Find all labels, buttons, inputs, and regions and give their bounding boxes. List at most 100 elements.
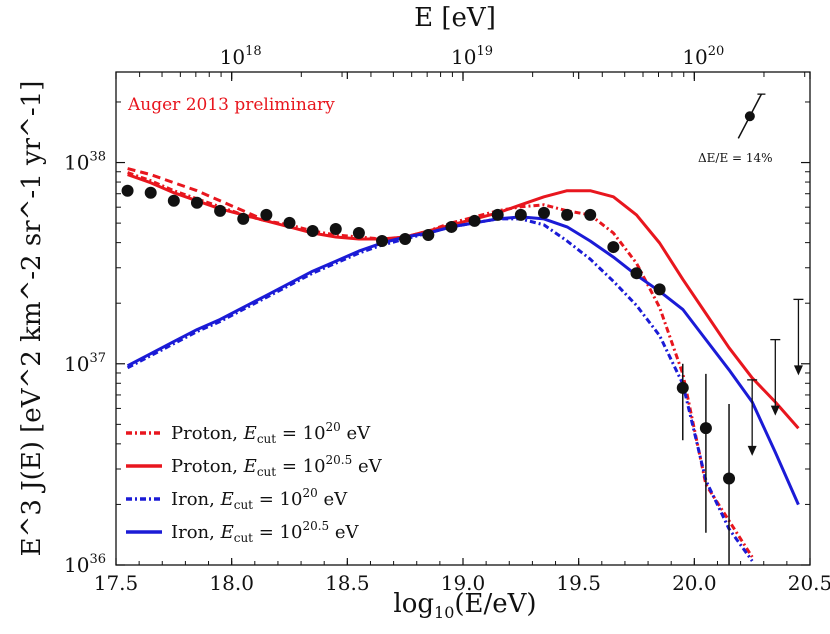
- y-tick-label: 1036: [64, 552, 106, 577]
- legend-mid: = 10: [276, 423, 325, 444]
- series-line-4: [126, 215, 800, 506]
- legend-e: E: [220, 489, 234, 510]
- resolution-label: ΔE/E = 14%: [698, 151, 773, 165]
- top-tick-exp: 19: [476, 44, 493, 59]
- data-point: [399, 233, 412, 246]
- series-line-2: [127, 167, 267, 223]
- legend-exp: 20: [326, 420, 341, 434]
- x-label-sub: 10: [434, 603, 454, 622]
- legend-unit: eV: [352, 456, 382, 477]
- data-point: [699, 422, 712, 435]
- legend-e: E: [243, 456, 257, 477]
- x-label-arg: (E/eV): [454, 589, 536, 619]
- y-tick-label: 1038: [64, 150, 106, 175]
- legend-sub: cut: [234, 498, 253, 512]
- data-point: [283, 216, 296, 229]
- axes-layer: [115, 71, 811, 566]
- legend-prefix: Proton,: [171, 423, 244, 444]
- legend-e: E: [220, 522, 234, 543]
- data-point: [514, 208, 527, 221]
- legend-sub: cut: [257, 465, 276, 479]
- x-tick-label: 19.5: [556, 571, 601, 595]
- top-tick-base: 10: [682, 45, 707, 69]
- data-point: [329, 222, 342, 235]
- legend-label-2: Iron, Ecut = 1020 eV: [171, 486, 348, 512]
- annotation-text: Auger 2013 preliminary: [127, 95, 335, 115]
- data-point: [352, 226, 365, 239]
- top-tick-exp: 18: [245, 44, 262, 59]
- legend-e: E: [243, 423, 257, 444]
- legend-label-1: Proton, Ecut = 1020.5 eV: [171, 453, 383, 479]
- top-tick-label: 1018: [220, 44, 262, 69]
- top-tick-exp: 20: [708, 44, 725, 59]
- legend-exp: 20.5: [302, 519, 329, 533]
- top-tick-label: 1020: [682, 44, 724, 69]
- upper-limit-arrowhead: [793, 365, 803, 376]
- x-tick-label: 17.5: [94, 571, 139, 595]
- y-tick-exp: 37: [89, 351, 106, 366]
- data-point: [584, 208, 597, 221]
- legend-unit: eV: [318, 489, 348, 510]
- data-point: [561, 208, 574, 221]
- legend-mid: = 10: [253, 489, 302, 510]
- series-line-1: [127, 173, 800, 430]
- y-tick-exp: 36: [89, 552, 106, 567]
- data-point: [422, 228, 435, 241]
- legend-unit: eV: [329, 522, 359, 543]
- data-point: [214, 204, 227, 217]
- y-tick-base: 10: [64, 553, 89, 577]
- y-axis-label: E^3 J(E) [eV^2 km^-2 sr^-1 yr^-1]: [17, 81, 47, 557]
- data-point: [306, 224, 319, 237]
- top-tick-base: 10: [220, 45, 245, 69]
- x-tick-label: 20.5: [788, 571, 830, 595]
- x-tick-label: 19.0: [441, 571, 486, 595]
- legend-prefix: Iron,: [171, 489, 221, 510]
- y-tick-label: 1037: [64, 351, 106, 376]
- resolution-point: [744, 111, 755, 122]
- data-point: [190, 196, 203, 209]
- legend-mid: = 10: [253, 522, 302, 543]
- legend-mid: = 10: [276, 456, 325, 477]
- data-point: [376, 235, 389, 248]
- y-tick-base: 10: [64, 352, 89, 376]
- data-point: [468, 214, 481, 227]
- legend-label-0: Proton, Ecut = 1020 eV: [171, 420, 371, 446]
- legend-prefix: Proton,: [171, 456, 244, 477]
- series-layer: [126, 167, 800, 562]
- data-point: [537, 206, 550, 219]
- series-line-3: [126, 217, 754, 562]
- data-point: [260, 208, 273, 221]
- y-tick-base: 10: [64, 151, 89, 175]
- data-point: [237, 212, 250, 225]
- data-point: [144, 186, 157, 199]
- legend-exp: 20: [302, 486, 317, 500]
- legend-exp: 20.5: [326, 453, 353, 467]
- data-point: [607, 241, 620, 254]
- data-point: [445, 220, 458, 233]
- data-point: [491, 208, 504, 221]
- upper-limit-arrowhead: [770, 405, 780, 416]
- data-point: [121, 184, 134, 197]
- data-point: [723, 472, 736, 485]
- x-tick-label: 18.0: [209, 571, 254, 595]
- datapoints-layer: [121, 93, 804, 565]
- upper-limit-arrowhead: [747, 445, 757, 456]
- top-axis-label: E [eV]: [414, 3, 496, 33]
- legend-sub: cut: [257, 432, 276, 446]
- data-point: [653, 283, 666, 296]
- top-tick-base: 10: [451, 45, 476, 69]
- x-tick-label: 18.5: [325, 571, 370, 595]
- x-label-fn: log: [393, 589, 434, 619]
- legend-sub: cut: [234, 531, 253, 545]
- top-tick-label: 1019: [451, 44, 493, 69]
- legend-prefix: Iron,: [171, 522, 221, 543]
- y-tick-exp: 38: [89, 150, 106, 165]
- data-point: [676, 381, 689, 394]
- x-tick-label: 20.0: [672, 571, 717, 595]
- legend-unit: eV: [341, 423, 371, 444]
- legend-label-3: Iron, Ecut = 1020.5 eV: [171, 519, 360, 545]
- x-axis-label: log10(E/eV): [393, 589, 536, 622]
